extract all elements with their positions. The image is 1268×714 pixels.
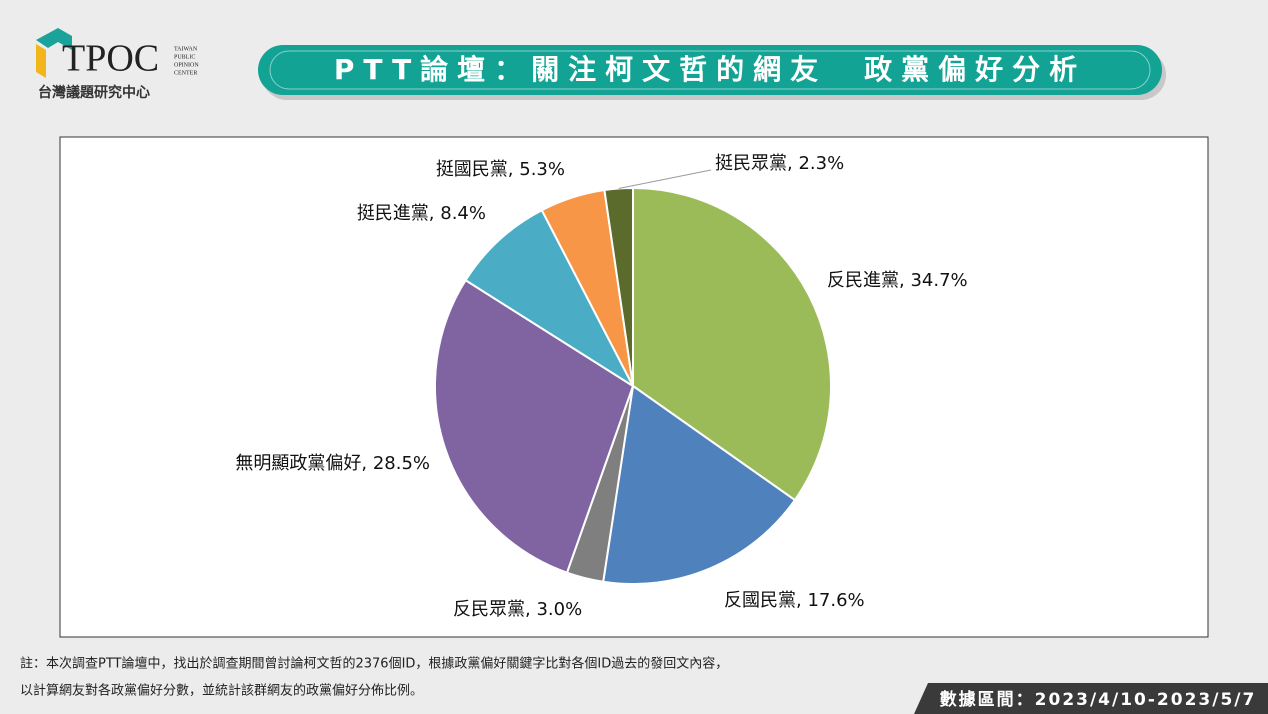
- logo-text: TPOC: [62, 38, 159, 80]
- data-label: 反民進黨, 34.7%: [827, 270, 968, 291]
- note: 註：本次調查PTT論壇中，找出於調查期間曾討論柯文哲的2376個ID，根據政黨偏…: [20, 656, 728, 672]
- title-border: [269, 50, 1151, 90]
- title-bar: [258, 45, 1162, 95]
- logo-mark: [36, 28, 72, 50]
- title: PTT論壇：關注柯文哲的網友 政黨偏好分析: [334, 53, 1086, 86]
- pie: 反民進黨, 34.7% 反國民黨, 17.6% 反民眾黨, 3.0% 無明顯政黨偏好,…: [235, 153, 967, 620]
- logo-mark: [36, 44, 46, 78]
- data-label: 無明顯政黨偏好, 28.5%: [235, 453, 430, 474]
- data-label: 反民眾黨, 3.0%: [453, 599, 582, 620]
- pie-slice: [603, 186, 634, 387]
- data-label: 挺民進黨, 8.4%: [357, 203, 486, 224]
- org-name: 台灣議題研究中心: [38, 84, 150, 101]
- pie-slice: [602, 384, 797, 585]
- logo-small: TAIWAN: [174, 46, 198, 52]
- pie-slice: [464, 208, 636, 389]
- date-range: 數據區間：2023/4/10-2023/5/7: [940, 689, 1257, 710]
- logo-small: OPINION: [174, 62, 199, 68]
- data-label: 挺民眾黨, 2.3%: [715, 153, 844, 174]
- date-bar: [914, 683, 1268, 714]
- note: 以計算網友對各政黨偏好分數，並統計該群網友的政黨偏好分佈比例。: [20, 683, 423, 699]
- pie-slice: [632, 186, 832, 502]
- data-label: 反國民黨, 17.6%: [724, 590, 865, 611]
- data-label: 挺國民黨, 5.3%: [436, 159, 565, 180]
- logo-small: CENTER: [174, 70, 197, 76]
- pie-slice: [434, 278, 635, 574]
- logo-small: PUBLIC: [174, 54, 195, 60]
- leader-line: [618, 169, 712, 190]
